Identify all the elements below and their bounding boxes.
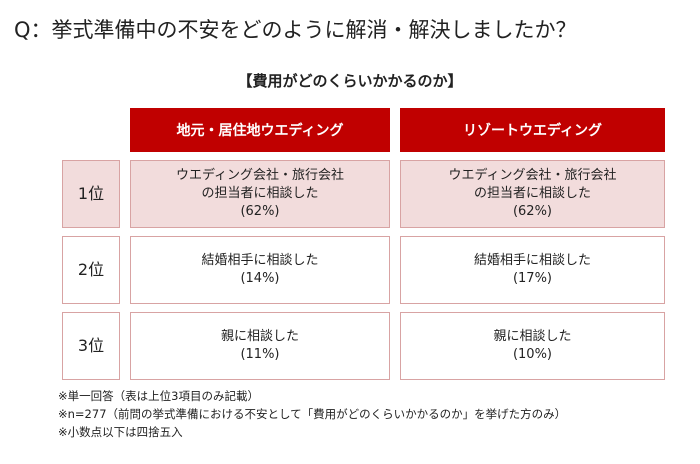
column-header: リゾートウエディング [400,108,665,152]
answer-line: 結婚相手に相談した [473,253,591,268]
title: Q：挙式準備中の不安をどのように解消・解決しましたか？ [14,18,577,42]
rank-label: 3位 [77,336,105,355]
answer-line: の担当者に相談した [201,186,319,201]
footnote: ※n=277（前問の挙式準備における不安として「費用がどのくらいかかるのか」を挙… [58,407,567,421]
rank-label: 2位 [77,260,105,279]
rank-cell: 3位 [62,312,120,380]
answer-line: (17%) [512,271,553,286]
footnote: ※小数点以下は四捨五入 [58,425,183,439]
answer-line: (10%) [512,347,553,362]
answer-line: (14%) [240,271,280,286]
answer-line: 親に相談した [493,329,572,344]
answer-cell: 結婚相手に相談した (14%) [130,236,390,304]
rank-cell: 1位 [62,160,120,228]
footnote: ※単一回答（表は上位3項目のみ記載） [58,389,259,403]
answer-line: の担当者に相談した [473,186,591,201]
answer-line: 親に相談した [220,329,299,344]
answer-cell: 親に相談した (11%) [130,312,390,380]
answer-line: (11%) [240,347,280,362]
answer-cell: ウエディング会社・旅行会社 の担当者に相談した (62%) [130,160,390,228]
rank-label: 1位 [77,184,105,203]
answer-cell: ウエディング会社・旅行会社 の担当者に相談した (62%) [400,160,665,228]
answer-line: 結婚相手に相談した [201,253,319,268]
answer-line: (62%) [240,204,280,219]
column-header: 地元・居住地ウエディング [130,108,390,152]
answer-cell: 親に相談した (10%) [400,312,665,380]
answer-line: ウエディング会社・旅行会社 [175,168,345,183]
subtitle: 【費用がどのくらいかかるのか】 [237,72,463,90]
rank-cell: 2位 [62,236,120,304]
answer-line: (62%) [512,204,553,219]
answer-line: ウエディング会社・旅行会社 [448,168,617,183]
answer-cell: 結婚相手に相談した (17%) [400,236,665,304]
